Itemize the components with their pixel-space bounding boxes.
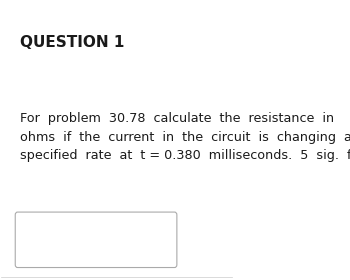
FancyBboxPatch shape [15, 212, 177, 267]
Text: QUESTION 1: QUESTION 1 [20, 35, 124, 50]
Text: For  problem  30.78  calculate  the  resistance  in
ohms  if  the  current  in  : For problem 30.78 calculate the resistan… [20, 112, 350, 162]
